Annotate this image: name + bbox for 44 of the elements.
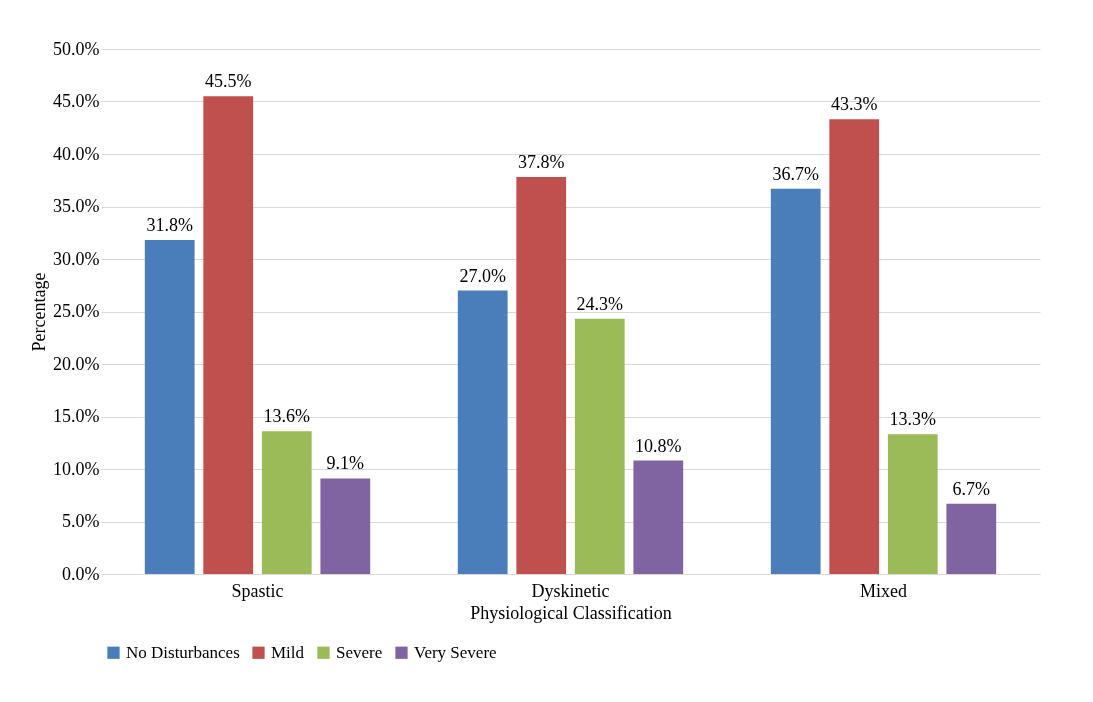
legend-label: Severe <box>336 642 383 662</box>
bar <box>261 431 312 574</box>
data-label: 13.6% <box>263 406 311 427</box>
y-tick-label: 25.0% <box>53 301 100 321</box>
legend-label: Very Severe <box>414 642 497 662</box>
bar <box>633 460 684 574</box>
y-tick-label: 30.0% <box>53 248 100 269</box>
x-tick-label: Dyskinetic <box>531 580 610 601</box>
bar <box>516 177 567 574</box>
data-label: 43.3% <box>830 94 878 115</box>
bar <box>144 240 195 574</box>
bar <box>946 503 997 574</box>
bar <box>574 318 625 574</box>
bar <box>770 188 821 574</box>
x-tick-label: Mixed <box>860 580 907 601</box>
y-tick-label: 35.0% <box>53 196 100 216</box>
y-axis-title: Percentage <box>29 272 50 352</box>
x-axis-title: Physiological Classification <box>470 602 672 623</box>
y-tick-label: 50.0% <box>53 38 100 59</box>
y-tick-label: 20.0% <box>53 353 100 374</box>
x-tick-label: Spastic <box>231 580 284 601</box>
legend-label: No Disturbances <box>126 642 240 662</box>
data-label: 31.8% <box>146 215 193 236</box>
data-label: 36.7% <box>772 163 819 184</box>
data-label: 24.3% <box>576 293 624 314</box>
y-tick-label: 10.0% <box>53 458 100 479</box>
bar <box>320 478 371 574</box>
y-tick-label: 5.0% <box>62 511 100 531</box>
bar <box>887 434 938 574</box>
bar <box>203 96 254 574</box>
legend-label: Mild <box>271 642 305 662</box>
data-label: 27.0% <box>459 265 506 286</box>
y-tick-label: 40.0% <box>53 143 100 164</box>
y-tick-label: 0.0% <box>62 563 100 584</box>
data-label: 10.8% <box>635 435 682 456</box>
data-label: 13.3% <box>889 409 937 430</box>
bar <box>457 290 508 574</box>
data-label: 9.1% <box>326 453 365 474</box>
y-tick-label: 15.0% <box>53 406 100 426</box>
data-label: 37.8% <box>517 152 565 173</box>
data-label: 6.7% <box>952 478 991 499</box>
bar <box>829 119 880 574</box>
data-label: 45.5% <box>204 71 252 92</box>
y-tick-label: 45.0% <box>53 91 100 111</box>
